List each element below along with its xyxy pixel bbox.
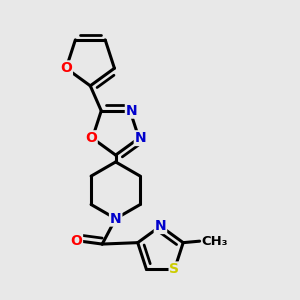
Text: N: N: [126, 104, 137, 118]
Text: CH₃: CH₃: [201, 235, 228, 248]
Text: N: N: [110, 212, 122, 226]
Text: O: O: [60, 61, 72, 75]
Text: N: N: [135, 131, 146, 145]
Text: N: N: [154, 219, 166, 233]
Text: O: O: [70, 234, 82, 248]
Text: S: S: [169, 262, 179, 276]
Text: O: O: [85, 131, 97, 145]
